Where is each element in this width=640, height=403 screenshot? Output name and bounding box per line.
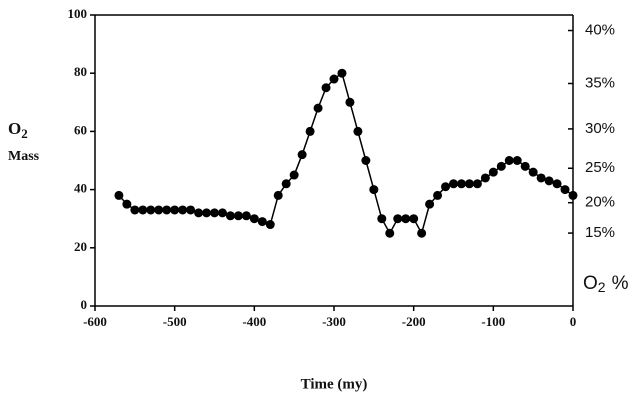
point	[544, 176, 554, 186]
point	[345, 97, 355, 107]
point	[449, 179, 458, 189]
point	[377, 214, 387, 224]
x-tick-label: -600	[83, 314, 107, 329]
point	[504, 156, 514, 165]
x-tick-label: 0	[570, 314, 577, 329]
point	[401, 214, 411, 224]
point	[130, 205, 140, 215]
y-tick-label: 0	[81, 297, 88, 312]
point	[186, 205, 196, 215]
point	[329, 74, 339, 84]
point	[162, 205, 172, 215]
y2-tick-label: 20%	[585, 194, 615, 211]
point	[114, 190, 124, 200]
point	[425, 199, 435, 209]
x-tick-label: -400	[242, 314, 266, 329]
y2-tick-label: 25%	[585, 159, 615, 176]
point	[472, 179, 482, 189]
point	[138, 205, 148, 215]
point	[337, 68, 347, 78]
point	[305, 126, 315, 136]
point	[496, 161, 506, 171]
point	[560, 185, 570, 195]
point	[528, 167, 538, 177]
x-tick-label: -500	[163, 314, 187, 329]
point	[178, 205, 188, 215]
x-tick-label: -100	[481, 314, 505, 329]
point	[273, 190, 283, 200]
point	[241, 211, 251, 221]
y2-tick-label: 15%	[585, 224, 615, 241]
point	[488, 167, 498, 177]
point	[433, 190, 443, 200]
y-label-word: Mass	[8, 149, 40, 164]
y-tick-label: 100	[68, 6, 88, 21]
point	[568, 190, 578, 200]
point	[265, 220, 275, 230]
point	[233, 211, 243, 221]
point	[249, 214, 259, 224]
point	[480, 173, 490, 183]
x-label: Time (my)	[301, 376, 368, 392]
x-tick-label: -200	[402, 314, 426, 329]
y2-tick-label: 35%	[585, 74, 615, 91]
y2-label: O2%	[583, 273, 629, 295]
point	[417, 228, 427, 238]
point	[154, 205, 164, 215]
point	[353, 126, 363, 136]
point	[369, 185, 379, 195]
point	[146, 205, 156, 215]
y-tick-label: 80	[74, 64, 87, 79]
point	[297, 150, 307, 160]
point	[217, 208, 227, 218]
point	[464, 179, 474, 189]
y-tick-label: 40	[74, 181, 87, 196]
point	[536, 173, 546, 183]
point	[441, 182, 451, 192]
y2-tick-label: 30%	[585, 120, 615, 137]
point	[552, 179, 562, 189]
point	[313, 103, 323, 113]
point	[170, 205, 180, 215]
point	[194, 208, 204, 218]
point	[257, 217, 267, 227]
point	[225, 211, 235, 221]
point	[393, 214, 403, 224]
point	[385, 228, 395, 238]
point	[520, 161, 530, 171]
point	[122, 199, 132, 209]
point	[321, 83, 331, 93]
y2-tick-label: 40%	[585, 21, 615, 38]
y-label: O2	[8, 119, 28, 141]
point	[210, 208, 219, 218]
y-tick-label: 20	[74, 239, 87, 254]
point	[202, 208, 212, 218]
point	[289, 170, 299, 180]
point	[409, 214, 419, 224]
point	[281, 179, 291, 189]
point	[456, 179, 466, 189]
point	[361, 156, 371, 165]
x-tick-label: -300	[322, 314, 346, 329]
y-tick-label: 60	[74, 122, 87, 137]
point	[512, 156, 522, 165]
